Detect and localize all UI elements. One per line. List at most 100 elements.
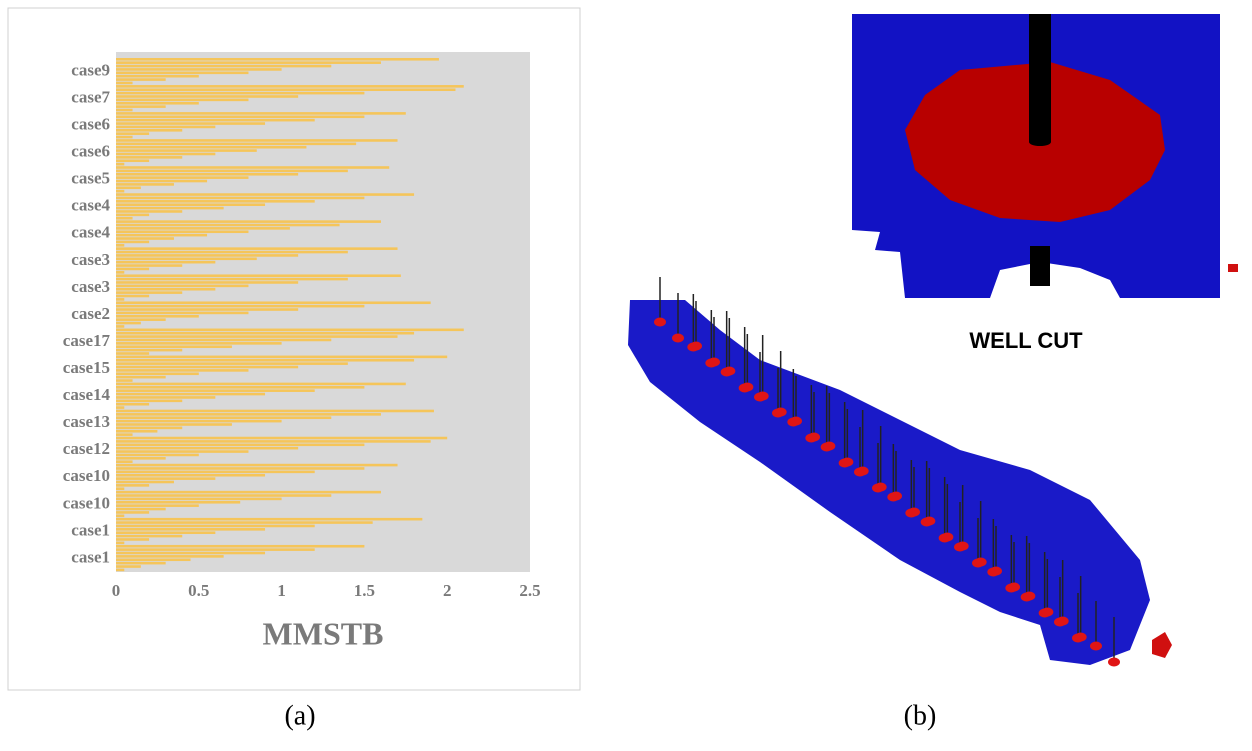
well-dot	[956, 541, 969, 551]
bar	[116, 453, 199, 457]
bar	[116, 186, 141, 190]
bar	[116, 118, 315, 122]
bar	[116, 203, 266, 206]
bar	[116, 470, 315, 474]
x-tick-label: 1.5	[354, 581, 375, 600]
bar	[116, 74, 199, 78]
bar	[116, 172, 299, 176]
x-tick-label: 0	[112, 581, 121, 600]
bar	[116, 531, 216, 535]
bar	[116, 413, 381, 416]
well-dot	[1041, 607, 1054, 617]
bar	[116, 135, 133, 139]
well-dot	[941, 532, 954, 542]
y-tick-label: case12	[63, 439, 110, 458]
bar	[116, 463, 398, 467]
bar	[116, 210, 183, 213]
y-tick-label: case10	[63, 466, 110, 485]
bar	[116, 406, 125, 409]
bar	[116, 193, 415, 196]
bar	[116, 345, 232, 349]
bar	[116, 145, 307, 149]
x-tick-label: 1	[277, 581, 286, 600]
bar	[116, 277, 348, 281]
bar	[116, 254, 299, 257]
bar	[116, 213, 150, 217]
bar	[116, 524, 315, 528]
bar	[116, 484, 150, 487]
well-dot	[1074, 632, 1087, 642]
bar	[116, 328, 464, 332]
y-tick-label: case2	[71, 304, 110, 323]
bar	[116, 467, 365, 470]
bar	[116, 473, 266, 477]
x-axis-title: MMSTB	[263, 615, 384, 651]
bar	[116, 348, 183, 352]
bar	[116, 240, 150, 244]
inset-block	[1228, 264, 1238, 272]
bar	[116, 166, 390, 169]
bar	[116, 105, 166, 108]
y-tick-label: case14	[63, 385, 111, 404]
reservoir-body	[628, 300, 1150, 665]
well-dot	[774, 407, 787, 417]
bar	[116, 122, 266, 125]
y-tick-label: case3	[71, 250, 110, 269]
bar	[116, 315, 199, 318]
bar	[116, 379, 133, 382]
well-dot	[1008, 582, 1020, 592]
bar	[116, 176, 249, 179]
bar	[116, 568, 125, 572]
bar	[116, 81, 133, 85]
bar	[116, 271, 125, 274]
bar	[116, 548, 315, 551]
bar	[116, 528, 266, 531]
bar	[116, 446, 299, 450]
bar	[116, 517, 423, 521]
bar	[116, 419, 282, 423]
bar	[116, 551, 266, 555]
bar	[116, 227, 290, 230]
y-tick-label: case1	[71, 520, 110, 539]
well-dot	[1108, 657, 1120, 667]
well-dot	[974, 557, 987, 567]
well-dot	[923, 516, 936, 526]
bar	[116, 416, 332, 420]
bar	[116, 200, 315, 203]
well-dot	[823, 441, 836, 451]
y-tick-label: case3	[71, 277, 110, 296]
bar	[116, 331, 415, 335]
well-dot	[908, 507, 920, 517]
bar	[116, 541, 125, 545]
x-tick-label: 2	[443, 581, 452, 600]
bar	[116, 436, 448, 440]
bar	[116, 281, 299, 284]
bar	[116, 98, 249, 102]
well-dot	[1056, 616, 1069, 626]
bar	[116, 112, 406, 115]
bar	[116, 152, 216, 156]
bar	[116, 294, 150, 298]
bar	[116, 101, 199, 105]
bar	[116, 257, 257, 261]
bar	[116, 490, 381, 494]
bar	[116, 78, 166, 81]
y-tick-label: case10	[63, 493, 110, 512]
bar	[116, 108, 133, 112]
bar	[116, 372, 199, 376]
y-tick-label: case1	[71, 547, 110, 566]
well-dot	[841, 457, 854, 467]
well-dot	[690, 341, 702, 351]
bar	[116, 386, 365, 389]
reservoir-image	[628, 277, 1172, 667]
bar	[116, 555, 224, 558]
inset-notch	[990, 262, 1120, 298]
bar	[116, 88, 456, 92]
bar	[116, 298, 125, 301]
bar	[116, 85, 464, 88]
well-dot	[1023, 591, 1036, 601]
bar	[116, 237, 174, 240]
bar	[116, 325, 125, 328]
bar	[116, 426, 183, 430]
